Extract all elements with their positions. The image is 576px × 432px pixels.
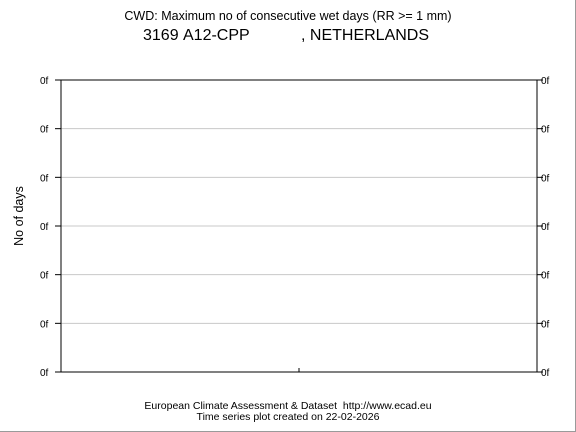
y-tick-label-left: 0f xyxy=(40,222,49,233)
y-tick-label-right: 0f xyxy=(541,271,550,282)
y-tick-label-left: 0f xyxy=(40,125,49,136)
y-tick-label-left: 0f xyxy=(40,319,49,330)
station-country: , NETHERLANDS xyxy=(301,27,430,44)
chart-title: CWD: Maximum no of consecutive wet days … xyxy=(124,9,452,23)
y-tick-label-right: 0f xyxy=(541,222,550,233)
y-tick-label-right: 0f xyxy=(541,125,550,136)
y-tick-label-right: 0f xyxy=(541,173,550,184)
y-tick-label-right: 0f xyxy=(541,368,550,379)
y-tick-label-right: 0f xyxy=(541,76,550,87)
station-name: A12-CPP xyxy=(183,27,250,44)
y-tick-label-left: 0f xyxy=(40,76,49,87)
y-tick-label-left: 0f xyxy=(40,173,49,184)
footer-date: Time series plot created on 22-02-2026 xyxy=(196,411,380,423)
y-tick-label-right: 0f xyxy=(541,319,550,330)
footer-credit: European Climate Assessment & Dataset ht… xyxy=(144,400,432,412)
y-tick-label-left: 0f xyxy=(40,271,49,282)
chart-subtitle: 3169 A12-CPP , NETHERLANDS xyxy=(0,27,575,108)
station-id: 3169 xyxy=(143,27,179,44)
y-tick-label-left: 0f xyxy=(40,368,49,379)
plot-frame xyxy=(60,79,538,373)
